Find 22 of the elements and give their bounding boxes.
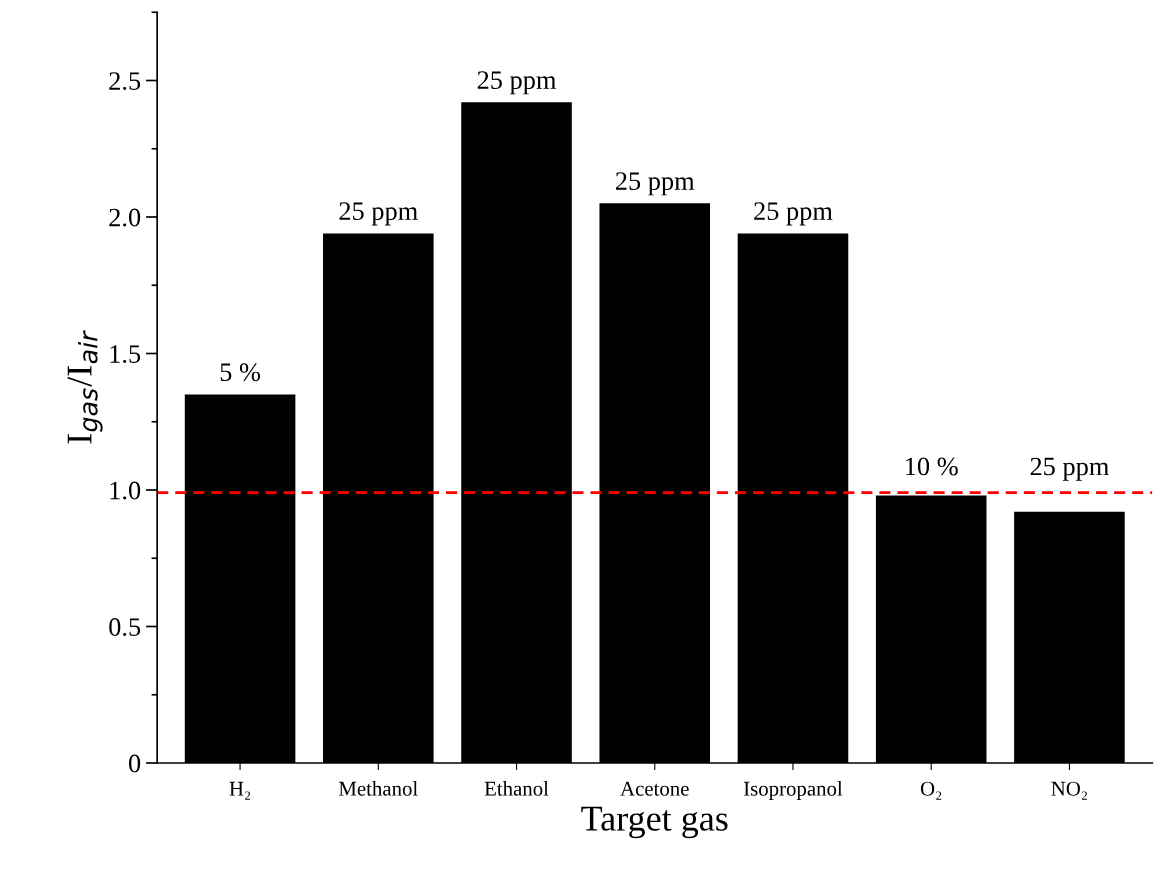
y-tick-label: 0.5 — [109, 618, 141, 637]
y-tick-label: 2.5 — [109, 72, 141, 91]
y-tick-label: 1.5 — [110, 345, 141, 364]
y-tick-label: 2.0 — [109, 208, 141, 227]
y-tick-label: 0 — [128, 754, 141, 773]
annotation: 25 ppm — [477, 71, 557, 95]
annotation: 25 ppm — [1030, 457, 1109, 481]
y-axis-title: I$_{gas}$/I$_{air}$ — [67, 330, 103, 444]
x-tick-label: Methanol — [338, 781, 418, 796]
annotation: 25 ppm — [754, 202, 833, 226]
annotation: 10 % — [906, 457, 958, 476]
x-tick-label: O₂ — [920, 781, 942, 800]
annotation: 25 ppm — [339, 202, 418, 226]
annotation: 25 ppm — [615, 172, 695, 196]
x-axis-title: Target gas — [581, 806, 728, 839]
y-tick-label: 1.0 — [110, 481, 141, 500]
x-tick-label: NO₂ — [1051, 781, 1087, 800]
annotation: 5 % — [220, 363, 261, 382]
x-tick-label: Acetone — [620, 781, 689, 796]
x-tick-label: Isopropanol — [743, 781, 843, 800]
x-tick-label: H₂ — [229, 781, 251, 800]
x-tick-label: Ethanol — [484, 781, 549, 796]
